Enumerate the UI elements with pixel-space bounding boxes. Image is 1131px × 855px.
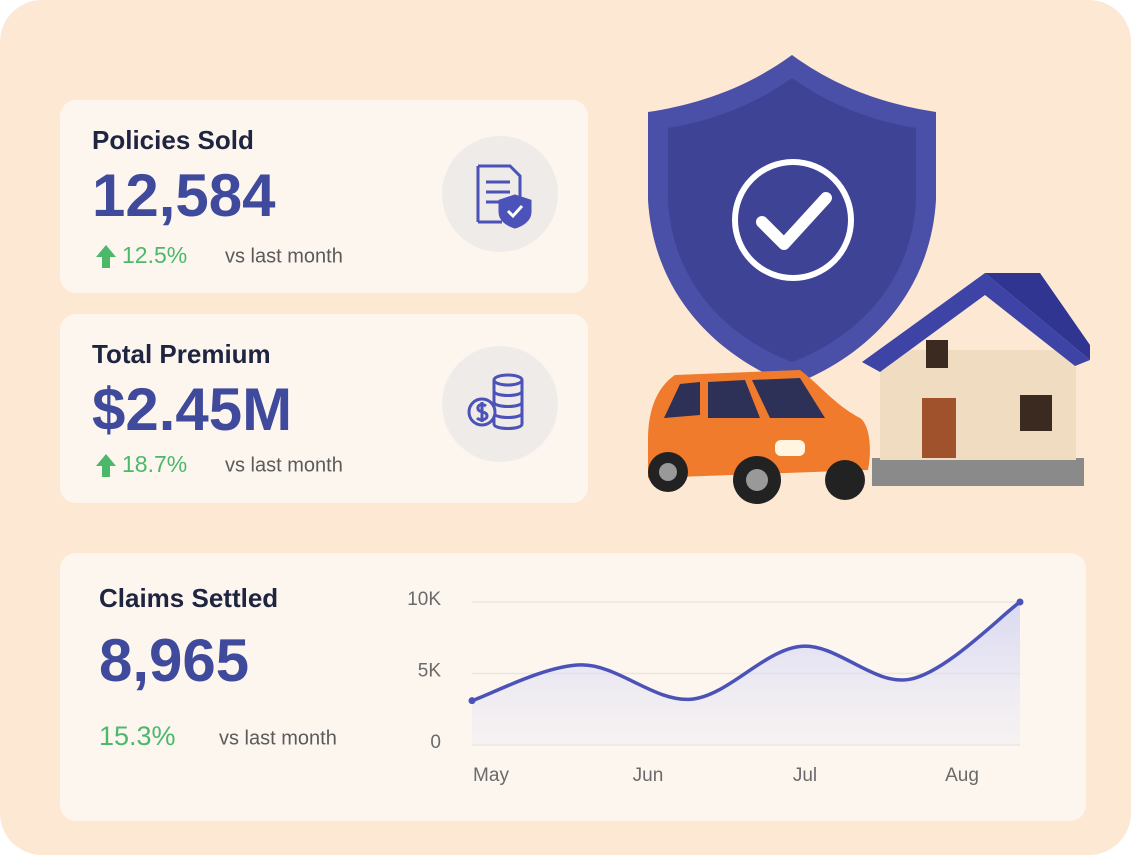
x-tick-label: Jul	[793, 765, 817, 786]
card-value: 8,965	[99, 627, 249, 694]
line-chart: 0 5K 10K May Jun Jul Aug	[407, 589, 1024, 786]
card-note: vs last month	[225, 245, 343, 267]
start-dot	[468, 697, 476, 705]
card-value: $2.45M	[92, 376, 292, 443]
end-dot	[1016, 598, 1024, 606]
card	[60, 100, 588, 293]
card-change: 12.5%	[122, 242, 187, 268]
y-tick-label: 10K	[407, 589, 441, 610]
coins-icon	[467, 373, 524, 430]
x-tick-label: Jun	[633, 765, 664, 786]
up-arrow	[96, 245, 116, 268]
illustration	[648, 55, 1090, 504]
x-tick-label: Aug	[945, 765, 979, 786]
document-icon	[476, 164, 532, 229]
card	[60, 314, 588, 503]
card-change: 18.7%	[122, 451, 187, 477]
x-tick-label: May	[473, 765, 509, 786]
line	[471, 600, 1022, 703]
card-title: Claims Settled	[99, 583, 278, 613]
up-arrow	[96, 454, 116, 477]
icon-bg	[442, 136, 558, 252]
card-note: vs last month	[219, 727, 337, 749]
card-title: Policies Sold	[92, 125, 254, 155]
card-title: Total Premium	[92, 339, 271, 369]
icon-bg	[442, 346, 558, 462]
card-change: 15.3%	[99, 721, 176, 751]
y-tick-label: 0	[430, 732, 441, 753]
y-tick-label: 5K	[418, 661, 442, 682]
card-note: vs last month	[225, 454, 343, 476]
card-value: 12,584	[92, 162, 276, 229]
